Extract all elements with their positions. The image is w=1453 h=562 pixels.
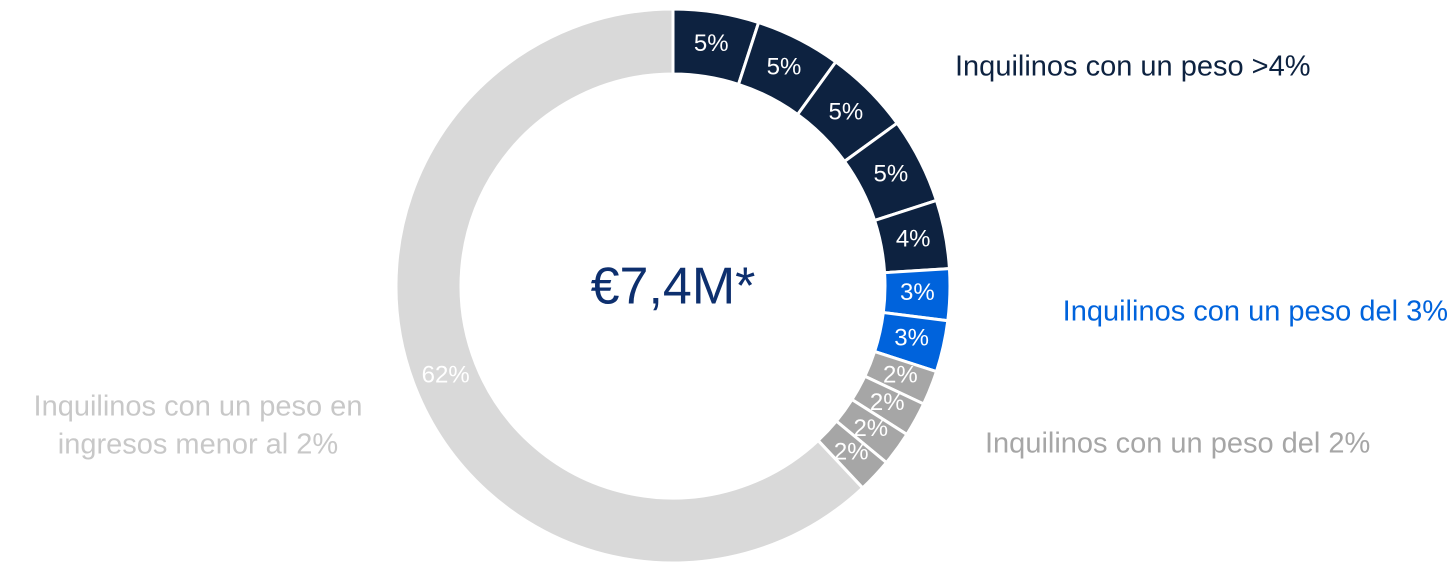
group-label: Inquilinos con un peso >4% [955, 51, 1311, 83]
slice-label: 2% [853, 415, 888, 442]
slice-label: 4% [896, 226, 931, 253]
group-label: Inquilinos con un peso del 3% [1063, 296, 1448, 328]
center-label: €7,4M* [591, 258, 756, 316]
group-label: Inquilinos con un peso en [34, 391, 363, 423]
slice-label: 2% [883, 361, 918, 388]
group-label: Inquilinos con un peso del 2% [985, 428, 1370, 460]
slice [394, 7, 865, 562]
slice-label: 2% [834, 439, 869, 466]
slice-label: 5% [829, 98, 864, 125]
group-label: ingresos menor al 2% [58, 429, 338, 461]
slice-label: 5% [694, 30, 729, 57]
slice-label: 5% [767, 53, 802, 80]
slice-label: 3% [894, 325, 929, 352]
slice-label: 2% [870, 389, 905, 416]
slice-label: 62% [422, 361, 470, 388]
slice-label: 3% [900, 279, 935, 306]
slice-label: 5% [874, 160, 909, 187]
